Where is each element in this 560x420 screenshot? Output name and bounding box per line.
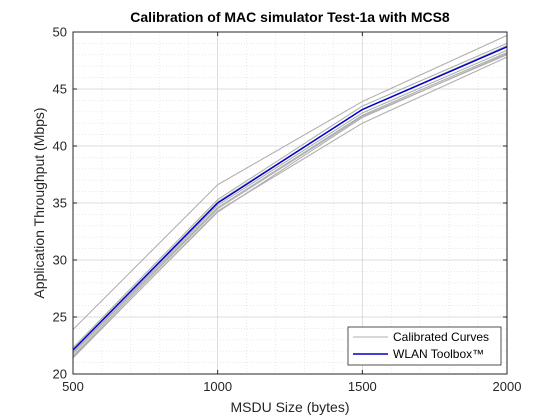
y-tick-label: 25 [53,310,67,325]
x-tick-label: 2000 [493,379,522,394]
series-line-wlan-toolbox [72,46,508,351]
x-axis-label: MSDU Size (bytes) [230,399,349,415]
y-tick-label: 40 [53,139,67,154]
x-tick-label: 1000 [203,379,232,394]
y-tick-label: 30 [53,253,67,268]
series-line-calibrated-curve-4 [72,49,508,353]
y-axis-label: Application Throughput (Mbps) [31,107,47,298]
y-tick-label: 50 [53,25,67,40]
series-line-calibrated-curve-7 [72,53,508,358]
x-tick-label: 1500 [348,379,377,394]
y-tick-label: 45 [53,82,67,97]
series-layer [72,34,508,359]
chart-title: Calibration of MAC simulator Test-1a wit… [130,9,450,25]
series-line-calibrated-curve-0 [72,34,508,330]
legend: Calibrated Curves WLAN Toolbox™ [347,326,502,366]
legend-label-wlan-toolbox: WLAN Toolbox™ [393,347,484,361]
series-line-calibrated-curve-6 [72,42,508,349]
legend-label-calibrated-curves: Calibrated Curves [393,330,489,344]
y-tick-label: 20 [53,367,67,382]
series-line-calibrated-curve-3 [72,52,508,354]
legend-box [347,326,502,366]
y-tick-label: 35 [53,196,67,211]
x-tick-label: 500 [62,379,84,394]
ticks: 500 1000 1500 2000 20 25 30 35 40 45 50 [53,25,522,395]
